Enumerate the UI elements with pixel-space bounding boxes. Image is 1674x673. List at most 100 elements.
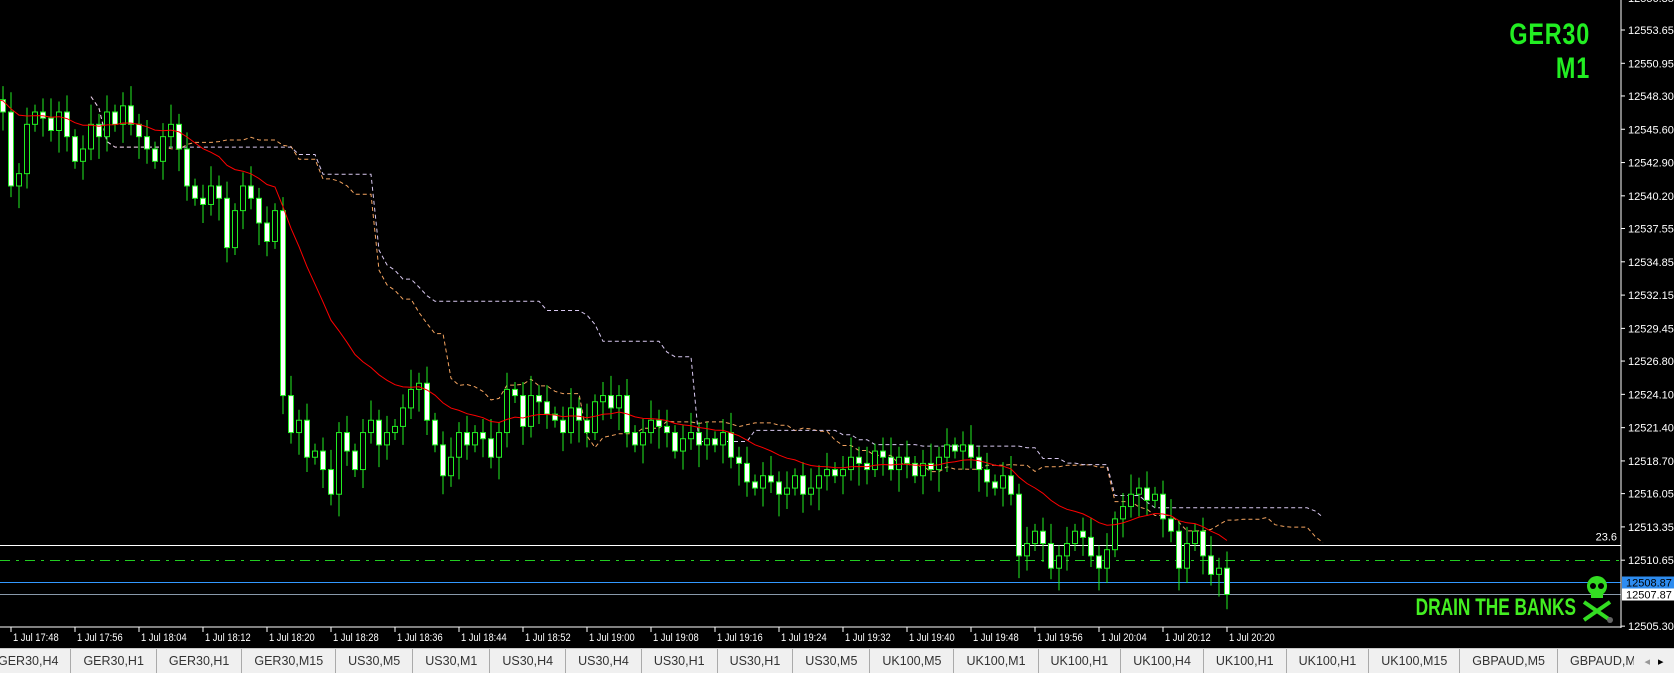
chart-tab[interactable]: UK100,H1	[1204, 649, 1287, 673]
bear-candle	[112, 111, 118, 125]
bear-candle	[432, 419, 438, 446]
cloud-span-a	[90, 96, 1324, 544]
bear-candle	[856, 456, 862, 464]
bull-candle	[592, 401, 598, 434]
bear-candle	[464, 432, 470, 446]
bull-candle	[784, 487, 790, 495]
chart-tab[interactable]: UK100,H1	[1039, 649, 1122, 673]
bear-candle	[552, 413, 558, 421]
price-tick-label: 12553.65	[1628, 25, 1674, 37]
bull-candle	[960, 444, 966, 452]
price-tick-label: 12521.40	[1628, 423, 1674, 435]
price-tag: 12507.87	[1626, 590, 1672, 602]
bear-candle	[1008, 475, 1014, 495]
bull-candle	[392, 425, 398, 434]
time-tick-label: 1 Jul 19:56	[1037, 632, 1083, 644]
chart-tab[interactable]: GER30,H4	[0, 649, 72, 673]
bear-candle	[1144, 487, 1150, 501]
time-tick-label: 1 Jul 18:52	[525, 632, 571, 644]
bear-candle	[696, 432, 702, 446]
bear-candle	[216, 185, 222, 199]
bear-candle	[224, 197, 230, 249]
bear-candle	[712, 438, 718, 446]
bull-candle	[240, 185, 246, 212]
chart-tab[interactable]: US30,M1	[413, 649, 491, 673]
bear-candle	[520, 395, 526, 427]
bear-candle	[880, 450, 886, 458]
bear-candle	[560, 419, 566, 434]
chart-tab[interactable]: UK100,M1	[954, 649, 1039, 673]
chart-tab[interactable]: US30,H4	[490, 649, 567, 673]
chart-tab[interactable]: UK100,M15	[1369, 649, 1461, 673]
bull-candle	[848, 456, 854, 471]
chart-tab[interactable]: UK100,M5	[870, 649, 955, 673]
bull-candle	[648, 419, 654, 434]
bull-candle	[456, 432, 462, 458]
bear-candle	[256, 197, 262, 224]
bull-candle	[1024, 543, 1030, 557]
bull-candle	[1216, 567, 1222, 575]
bear-candle	[344, 432, 350, 452]
bull-candle	[1104, 549, 1110, 569]
price-tick-label: 12518.70	[1628, 456, 1674, 468]
bear-candle	[1200, 530, 1206, 557]
moving-average-line	[0, 99, 1228, 541]
bull-candle	[792, 475, 798, 489]
bear-candle	[184, 148, 190, 187]
chart-tab[interactable]: UK100,H1	[1287, 649, 1370, 673]
bull-candle	[616, 395, 622, 409]
time-tick-label: 1 Jul 19:24	[781, 632, 827, 644]
bear-candle	[768, 475, 774, 483]
bull-candle	[208, 185, 214, 205]
bear-candle	[304, 419, 310, 458]
bear-candle	[176, 123, 182, 150]
chart-tab[interactable]: US30,M5	[336, 649, 414, 673]
tab-scroll-right-icon[interactable]: ▸	[1658, 655, 1664, 668]
bull-candle	[472, 432, 478, 446]
bear-candle	[576, 407, 582, 421]
time-tick-label: 1 Jul 20:12	[1165, 632, 1211, 644]
bear-candle	[776, 481, 782, 495]
chart-tab[interactable]: US30,H1	[642, 649, 718, 673]
price-tick-label: 12526.80	[1628, 356, 1674, 368]
tab-scroll-left-icon[interactable]: ◂	[1644, 655, 1650, 668]
chart-tab[interactable]: UK100,H4	[1121, 649, 1204, 673]
bull-candle	[680, 438, 686, 452]
bear-candle	[976, 456, 982, 471]
bear-candle	[440, 444, 446, 477]
bear-candle	[1096, 555, 1102, 569]
bear-candle	[264, 222, 270, 242]
time-tick-label: 1 Jul 18:12	[205, 632, 251, 644]
bear-candle	[736, 456, 742, 464]
chart-symbol-title: GER30 M1	[1509, 18, 1590, 85]
bear-candle	[40, 111, 46, 119]
chart-tab[interactable]: US30,H1	[718, 649, 794, 673]
bear-candle	[1168, 518, 1174, 532]
bull-candle	[1032, 530, 1038, 545]
watermark-text: DRAIN THE BANKS	[1415, 594, 1576, 621]
bear-candle	[536, 395, 542, 403]
chart-tab[interactable]: GER30,H1	[157, 649, 243, 673]
bear-candle	[280, 210, 286, 397]
bear-candle	[248, 185, 254, 199]
chart-tab[interactable]: GER30,H1	[71, 649, 157, 673]
price-tick-label: 12540.20	[1628, 191, 1674, 203]
price-tick-label: 12516.05	[1628, 489, 1674, 501]
bull-candle	[32, 111, 38, 125]
bear-candle	[608, 395, 614, 409]
bear-candle	[992, 481, 998, 489]
bear-candle	[888, 456, 894, 471]
bull-candle	[872, 450, 878, 471]
bear-candle	[376, 419, 382, 446]
chart-tab[interactable]: GER30,M15	[242, 649, 337, 673]
bull-candle	[1120, 506, 1126, 520]
bear-candle	[664, 425, 670, 434]
chart-tab[interactable]: GBPAUD,M5	[1460, 649, 1558, 673]
bull-candle	[816, 475, 822, 489]
bull-candle	[88, 123, 94, 150]
chart-tab[interactable]: US30,H4	[566, 649, 642, 673]
time-tick-label: 1 Jul 18:04	[141, 632, 187, 644]
bull-candle	[160, 136, 166, 162]
chart-tab[interactable]: US30,M5	[793, 649, 871, 673]
